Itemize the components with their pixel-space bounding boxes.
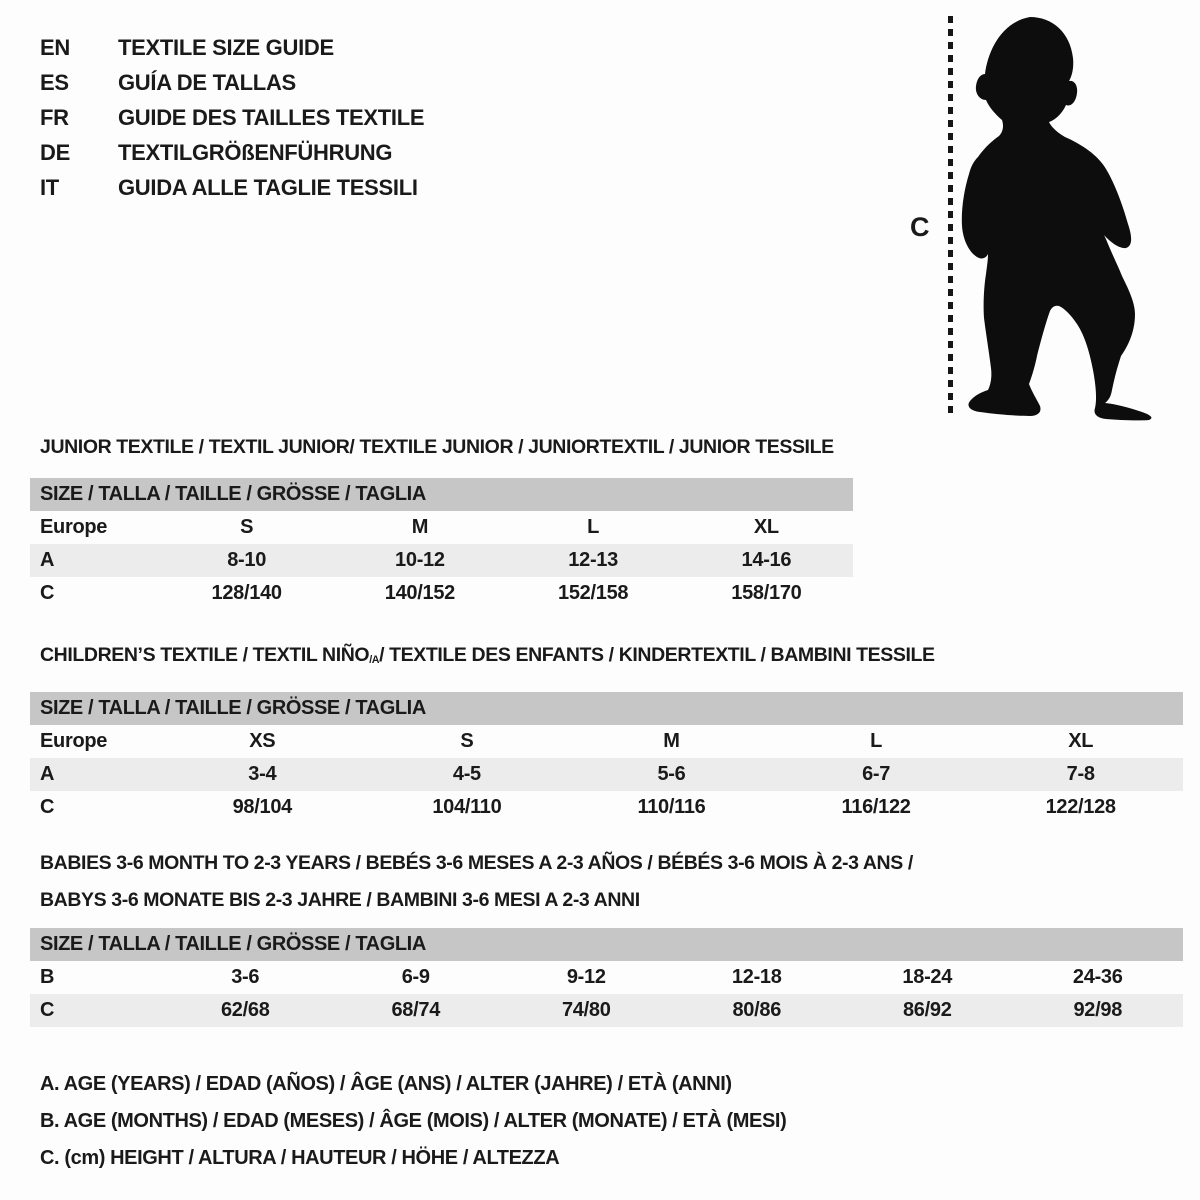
language-code: FR [40, 104, 69, 130]
row-label-cell: A [40, 763, 55, 785]
language-guide-title: TEXTILGRÖßENFÜHRUNG [118, 139, 393, 165]
table-row: A 3-4 4-5 5-6 6-7 7-8 [30, 758, 1183, 791]
size-value-cell: 74/80 [561, 999, 611, 1021]
size-value-cell: 4-5 [452, 763, 481, 785]
size-value-cell: 104/110 [432, 796, 502, 818]
language-guide-title: GUIDA ALLE TAGLIE TESSILI [118, 174, 418, 200]
legend-line: A. AGE (YEARS) / EDAD (AÑOS) / ÂGE (ANS)… [40, 1073, 732, 1095]
size-value-cell: S [240, 516, 254, 538]
table-row: Europe S M L XL [30, 511, 853, 544]
language-row: FR GUIDE DES TAILLES TEXTILE [40, 100, 425, 135]
height-measure-dashed-line [948, 16, 953, 418]
size-value-cell: 140/152 [384, 582, 456, 604]
language-code: EN [40, 34, 70, 60]
size-value-cell: XL [753, 516, 779, 538]
language-code: DE [40, 139, 70, 165]
row-label-cell: C [40, 582, 55, 604]
size-value-cell: L [870, 730, 883, 752]
size-value-cell: 62/68 [220, 999, 270, 1021]
language-row: ES GUÍA DE TALLAS [40, 65, 424, 100]
size-value-cell: 14-16 [741, 549, 792, 571]
size-value-cell: 68/74 [391, 999, 441, 1021]
size-value-cell: 6-7 [862, 763, 891, 785]
size-value-cell: 116/122 [841, 796, 911, 818]
children-table: SIZE / TALLA / TAILLE / GRÖSSE / TAGLIA E… [30, 692, 1183, 824]
legend: A. AGE (YEARS) / EDAD (AÑOS) / ÂGE (ANS)… [40, 1066, 787, 1177]
babies-section-title-line2: BABYS 3-6 MONATE BIS 2-3 JAHRE / BAMBINI… [40, 888, 640, 911]
size-value-cell: 110/116 [637, 796, 706, 818]
language-code: ES [40, 69, 69, 95]
section-title-segment: CHILDREN’S TEXTILE / TEXTIL NIÑO [40, 643, 370, 666]
size-value-cell: XS [249, 730, 276, 752]
size-value-cell: 12-13 [568, 549, 618, 571]
table-row: C 98/104 104/110 110/116 116/122 122/128 [30, 791, 1183, 824]
row-label-cell: C [40, 796, 55, 818]
children-section-title: CHILDREN’S TEXTILE / TEXTIL NIÑO/A / TEX… [40, 642, 935, 668]
table-rows: Europe XS S M L XL A 3-4 4-5 5-6 6-7 7-8 C 98/104 104/… [30, 725, 1183, 824]
size-value-cell: 92/98 [1073, 999, 1123, 1021]
language-row: DE TEXTILGRÖßENFÜHRUNG [40, 135, 424, 170]
babies-section-title: BABIES 3-6 MONTH TO 2-3 YEARS / BEBÉS 3-… [40, 850, 913, 876]
size-header-row: SIZE / TALLA / TAILLE / GRÖSSE / TAGLIA [30, 928, 1183, 961]
size-value-cell: 12-18 [731, 966, 782, 988]
language-guide-title: GUIDE DES TAILLES TEXTILE [118, 104, 425, 130]
row-label-cell: C [40, 999, 55, 1021]
section-title-segment: / TEXTILE DES ENFANTS / KINDERTEXTIL / B… [379, 643, 935, 666]
language-row: EN TEXTILE SIZE GUIDE [40, 30, 424, 65]
size-value-cell: S [460, 730, 474, 752]
size-value-cell: 152/158 [558, 582, 629, 604]
height-measure-label: C [910, 212, 930, 242]
size-value-cell: 8-10 [227, 549, 267, 571]
size-value-cell: 10-12 [395, 549, 445, 571]
table-row: C 62/68 68/74 74/80 80/86 86/92 92/98 [30, 994, 1183, 1027]
language-guide-title: GUÍA DE TALLAS [118, 69, 296, 95]
size-value-cell: 24-36 [1072, 966, 1123, 988]
legend-line: C. (cm) HEIGHT / ALTURA / HAUTEUR / HÖHE… [40, 1147, 560, 1169]
size-value-cell: 7-8 [1066, 763, 1095, 785]
size-value-cell: XL [1068, 730, 1094, 752]
table-row: A 8-10 10-12 12-13 14-16 [30, 544, 853, 577]
size-value-cell: 3-4 [248, 763, 277, 785]
row-label-cell: Europe [40, 730, 108, 752]
language-list: EN TEXTILE SIZE GUIDE ES GUÍA DE TALLAS FR GU… [40, 30, 425, 205]
table-rows: B 3-6 6-9 9-12 12-18 18-24 24-36 C 62/68 68/74 74/… [30, 961, 1183, 1027]
baby-silhouette [961, 17, 1152, 421]
size-value-cell: 158/170 [731, 582, 802, 604]
junior-section-title: JUNIOR TEXTILE / TEXTIL JUNIOR/ TEXTILE … [40, 434, 834, 460]
size-header-row: SIZE / TALLA / TAILLE / GRÖSSE / TAGLIA [30, 692, 1183, 725]
table-rows: Europe S M L XL A 8-10 10-12 12-13 14-16 C 128/140 1… [30, 511, 853, 610]
size-value-cell: 80/86 [732, 999, 782, 1021]
size-value-cell: 9-12 [566, 966, 606, 988]
size-header-row: SIZE / TALLA / TAILLE / GRÖSSE / TAGLIA [30, 478, 853, 511]
size-value-cell: 122/128 [1045, 796, 1117, 818]
size-value-cell: 5-6 [657, 763, 686, 785]
size-value-cell: 128/140 [211, 582, 283, 604]
row-label-cell: B [40, 966, 55, 988]
table-row: B 3-6 6-9 9-12 12-18 18-24 24-36 [30, 961, 1183, 994]
size-value-cell: M [663, 730, 680, 752]
language-row: IT GUIDA ALLE TAGLIE TESSILI [40, 170, 424, 205]
size-value-cell: 18-24 [902, 966, 953, 988]
section-title-segment: /A [369, 654, 380, 666]
size-value-cell: 6-9 [401, 966, 430, 988]
size-value-cell: 3-6 [231, 966, 260, 988]
language-guide-title: TEXTILE SIZE GUIDE [118, 34, 334, 60]
size-value-cell: L [587, 516, 600, 538]
language-code: IT [40, 174, 59, 200]
table-row: Europe XS S M L XL [30, 725, 1183, 758]
babies-table: SIZE / TALLA / TAILLE / GRÖSSE / TAGLIA B… [30, 928, 1183, 1027]
size-value-cell: M [411, 516, 429, 538]
size-value-cell: 86/92 [902, 999, 952, 1021]
row-label-cell: A [40, 549, 55, 571]
section-title-segment: JUNIOR TEXTILE / TEXTIL JUNIOR/ TEXTILE … [40, 435, 834, 458]
table-row: C 128/140 140/152 152/158 158/170 [30, 577, 853, 610]
junior-table: SIZE / TALLA / TAILLE / GRÖSSE / TAGLIA E… [30, 478, 853, 610]
section-title-segment: BABIES 3-6 MONTH TO 2-3 YEARS / BEBÉS 3-… [40, 851, 913, 874]
legend-line: B. AGE (MONTHS) / EDAD (MESES) / ÂGE (MO… [40, 1110, 787, 1132]
row-label-cell: Europe [40, 516, 108, 538]
size-value-cell: 98/104 [232, 796, 293, 818]
